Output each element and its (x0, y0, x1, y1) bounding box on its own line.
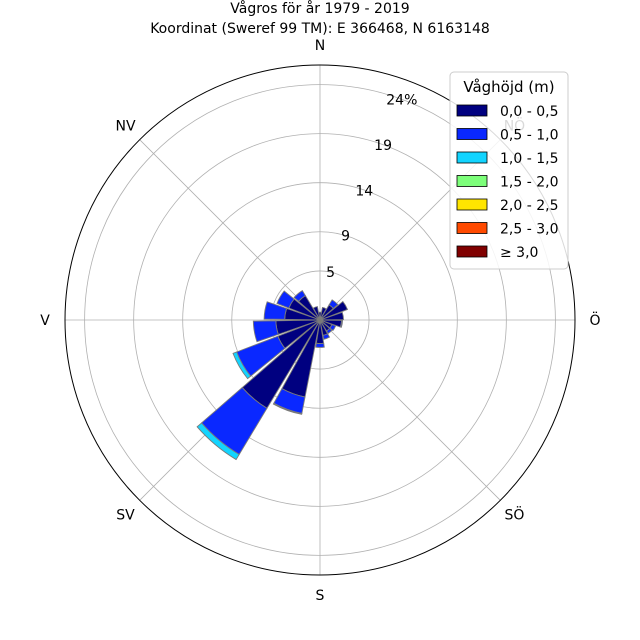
radial-tick-label-0: 5 (326, 265, 335, 281)
direction-label-n: N (315, 38, 325, 54)
bar-sector-17-bin-0 (312, 305, 321, 321)
bar-sector-5-bin-1 (339, 319, 344, 328)
bar-sector-9-bin-1 (315, 342, 325, 348)
bar-sector-7-bin-1 (325, 327, 333, 335)
bar-sector-15-bin-1 (276, 290, 295, 309)
radial-tick-label-3: 19 (374, 138, 392, 154)
bar-sector-12-bin-2 (232, 351, 252, 380)
radial-tick-label-1: 9 (341, 229, 350, 245)
bar-sector-11-bin-2 (196, 422, 240, 461)
bar-sector-8-bin-1 (322, 333, 331, 340)
bar-sector-6-bin-1 (329, 323, 337, 332)
bar-sector-2-bin-1 (328, 299, 339, 310)
legend-label-0: 0,0 - 0,5 (500, 104, 558, 120)
legend-swatch-0 (456, 104, 488, 117)
chart-subtitle: Koordinat (Sweref 99 TM): E 366468, N 61… (150, 21, 490, 37)
grid-spoke-1 (139, 139, 321, 321)
bar-sector-16-bin-1 (293, 289, 306, 302)
radial-tick-label-4: 24% (386, 93, 417, 109)
direction-label-v: V (40, 313, 50, 329)
polar-grid (65, 65, 575, 575)
legend-box (449, 71, 569, 270)
bar-sector-10-bin-2 (272, 402, 303, 415)
grid-spoke-5 (319, 319, 501, 501)
bar-sector-3-bin-0 (319, 300, 349, 321)
legend-label-1: 0,5 - 1,0 (500, 128, 558, 144)
legend-label-6: ≥ 3,0 (500, 245, 538, 261)
chart-title: Vågros för år 1979 - 2019 (230, 0, 409, 17)
bar-sector-14-bin-1 (263, 301, 288, 320)
legend-title: Våghöjd (m) (463, 78, 554, 96)
direction-label-s: S (316, 588, 325, 604)
direction-label-nv: NV (116, 119, 136, 135)
legend-items: 0,0 - 0,5 0,5 - 1,0 1,0 - 1,5 1,5 - 2,0 2,0 … (456, 104, 558, 261)
legend-swatch-1 (456, 128, 488, 140)
legend-swatch-4 (456, 198, 488, 211)
legend-label-4: 2,0 - 2,5 (500, 198, 558, 214)
bar-sector-13-bin-1 (252, 320, 279, 343)
direction-label-sö: SÖ (505, 505, 525, 523)
direction-label-ö: Ö (589, 311, 600, 329)
radial-tick-labels: 5 9 14 19 24% (326, 93, 417, 281)
legend-swatch-2 (456, 151, 488, 164)
direction-label-sv: SV (116, 507, 135, 523)
legend-swatch-6 (456, 245, 488, 258)
legend-label-2: 1,0 - 1,5 (500, 151, 558, 167)
polar-outline (64, 64, 576, 576)
wave-rose-bars (196, 289, 349, 461)
bar-sector-4-bin-0 (319, 311, 344, 321)
legend: Våghöjd (m) 0,0 - 0,5 0,5 - 1,0 1,0 - 1,5 1… (449, 71, 569, 270)
legend-label-5: 2,5 - 3,0 (500, 222, 558, 238)
radial-tick-label-2: 14 (355, 183, 373, 199)
legend-label-3: 1,5 - 2,0 (500, 175, 558, 191)
legend-swatch-3 (456, 175, 488, 187)
legend-swatch-5 (456, 222, 488, 234)
